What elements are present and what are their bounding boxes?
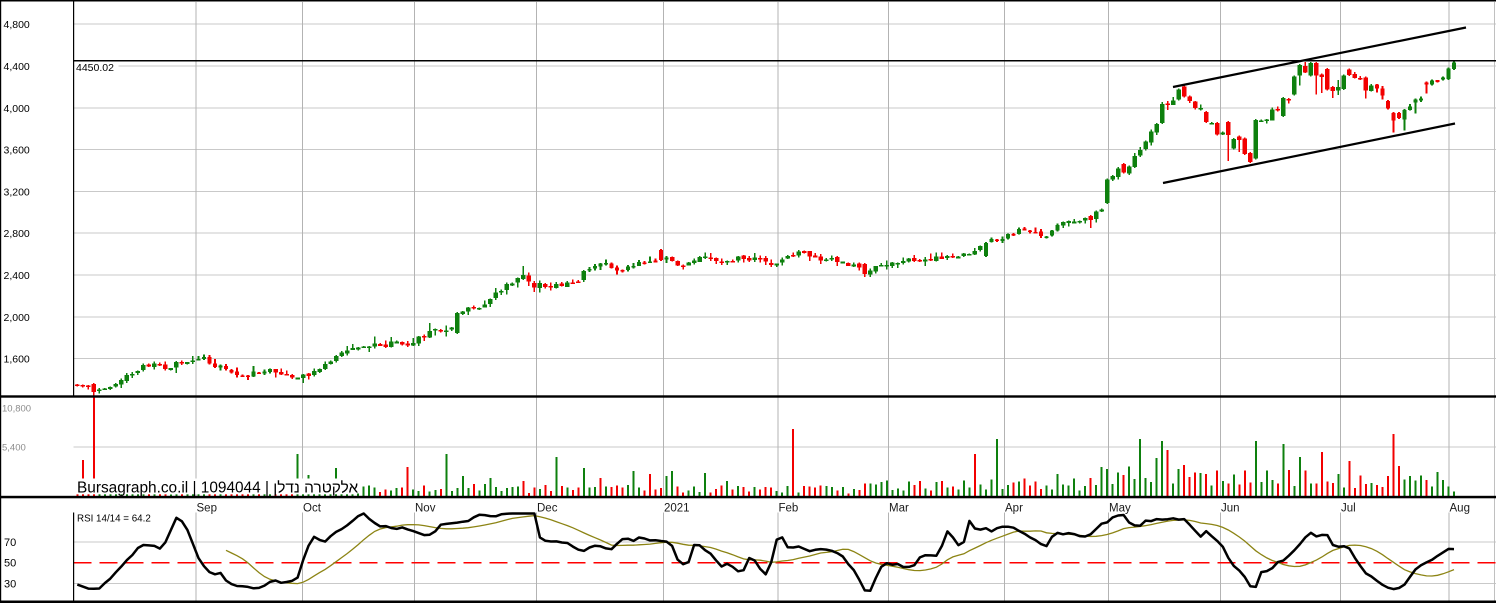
svg-text:1,600: 1,600 (4, 354, 30, 366)
svg-text:Nov: Nov (415, 503, 436, 515)
svg-text:70: 70 (4, 537, 16, 549)
svg-text:2021: 2021 (664, 503, 690, 515)
svg-text:2,400: 2,400 (4, 270, 30, 282)
svg-text:3,600: 3,600 (4, 145, 30, 157)
svg-text:5,400: 5,400 (2, 443, 26, 454)
svg-text:10,800: 10,800 (2, 404, 31, 415)
svg-text:Jun: Jun (1221, 503, 1240, 515)
svg-text:RSI 14/14 = 64.2: RSI 14/14 = 64.2 (77, 514, 151, 525)
svg-text:2,000: 2,000 (4, 312, 30, 324)
svg-text:Bursagraph.co.il | 1094044 | א: Bursagraph.co.il | 1094044 | אלקטרה נדלן (77, 479, 359, 496)
svg-text:4,400: 4,400 (4, 61, 30, 73)
svg-text:Sep: Sep (197, 503, 217, 515)
svg-text:4,800: 4,800 (4, 19, 30, 31)
svg-text:4,000: 4,000 (4, 103, 30, 115)
svg-text:Jul: Jul (1341, 503, 1356, 515)
svg-text:4450.02: 4450.02 (76, 62, 114, 74)
svg-text:Oct: Oct (303, 503, 322, 515)
svg-text:3,200: 3,200 (4, 186, 30, 198)
svg-text:Dec: Dec (537, 503, 558, 515)
svg-text:Aug: Aug (1450, 503, 1470, 515)
svg-text:50: 50 (4, 558, 16, 570)
svg-text:Apr: Apr (1005, 503, 1023, 515)
svg-text:Feb: Feb (779, 503, 799, 515)
svg-text:30: 30 (4, 579, 16, 591)
svg-text:2,800: 2,800 (4, 228, 30, 240)
svg-text:May: May (1109, 503, 1131, 515)
svg-text:Mar: Mar (889, 503, 909, 515)
